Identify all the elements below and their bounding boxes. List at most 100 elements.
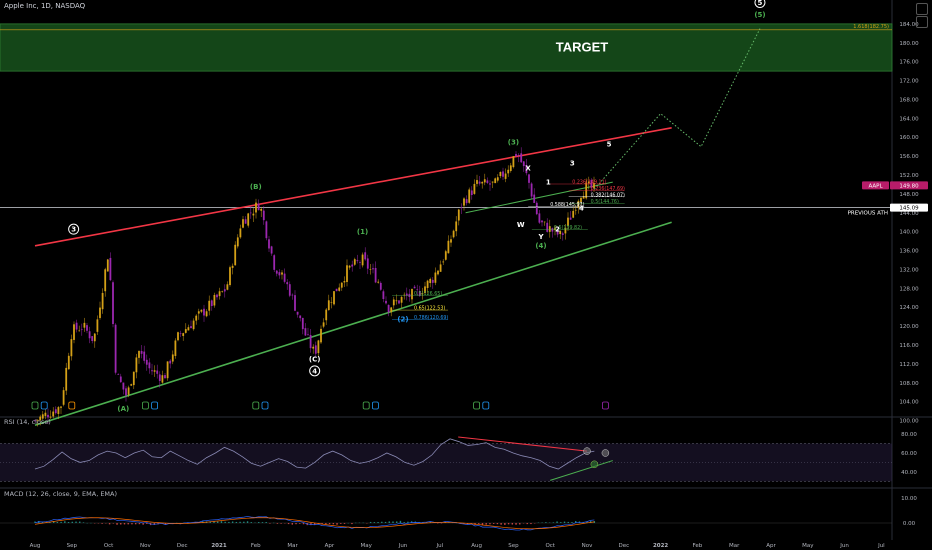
candle-body [213, 294, 216, 306]
macd-histogram-bar [589, 520, 592, 523]
price-tick: 180.00 [899, 41, 919, 47]
macd-histogram-bar [217, 521, 219, 523]
candle-body [70, 339, 73, 357]
settings-icon[interactable] [916, 3, 928, 15]
candle-body [143, 351, 146, 361]
price-tick: 132.00 [899, 267, 919, 273]
candle-body [450, 239, 452, 243]
fib-level-label: 0.236(147.69) [591, 186, 625, 192]
candle-body [93, 333, 96, 342]
candle-body [512, 156, 515, 168]
candle-body [244, 219, 247, 224]
macd-histogram-bar [134, 523, 137, 525]
candle-body [312, 346, 315, 349]
candle-body [125, 388, 127, 396]
candle-body [546, 222, 549, 232]
wave-label: 1 [546, 178, 551, 186]
symbol-tag-label: AAPL [868, 183, 883, 189]
candle-body [418, 291, 421, 297]
candle-body [190, 326, 192, 329]
macd-histogram-bar [127, 523, 129, 525]
candle-body [104, 269, 107, 292]
candle-body [184, 329, 187, 333]
ath-price-label: 145.09 [899, 206, 919, 212]
compare-icon[interactable] [916, 16, 928, 28]
macd-histogram-bar [52, 521, 55, 523]
candle-body [281, 272, 283, 275]
candle-body [49, 416, 52, 418]
candle-body [413, 286, 416, 289]
candle-body [268, 239, 270, 249]
candle-body [140, 351, 143, 354]
candle-body [260, 208, 263, 211]
rsi-resistance-trendline [458, 436, 588, 452]
macd-histogram-bar [507, 523, 510, 525]
candle-body [67, 355, 70, 370]
date-tick: Apr [766, 543, 776, 549]
macd-histogram-bar [261, 522, 264, 523]
wave-label: (A) [117, 405, 129, 413]
date-tick: Feb [251, 543, 261, 549]
macd-histogram-bar [425, 522, 428, 523]
candle-body [78, 330, 81, 332]
macd-histogram-bar [243, 521, 245, 523]
macd-histogram-bar [213, 521, 215, 523]
macd-histogram-bar [332, 523, 335, 525]
candle-body [304, 328, 307, 336]
date-tick: Feb [693, 543, 703, 549]
candle-body [517, 154, 520, 156]
candle-body [569, 217, 572, 220]
candle-body [530, 183, 533, 197]
candle-body [364, 252, 367, 260]
macd-histogram-bar [373, 522, 376, 523]
candle-body [340, 282, 343, 288]
macd-histogram-bar [325, 523, 327, 525]
macd-histogram-bar [530, 523, 532, 525]
price-tick: 148.00 [899, 192, 919, 198]
candle-body [122, 382, 125, 390]
price-tick: 104.00 [899, 400, 919, 406]
event-marker [261, 401, 269, 410]
candle-body [564, 227, 567, 234]
macd-histogram-bar [116, 523, 118, 525]
macd-histogram-bar [258, 522, 260, 523]
macd-histogram-bar [287, 523, 290, 525]
macd-histogram-bar [496, 523, 499, 525]
candle-body [145, 359, 148, 365]
candle-body [444, 251, 447, 260]
price-tick: 140.00 [899, 230, 919, 236]
date-tick: Jun [839, 543, 849, 549]
date-tick: Jun [398, 543, 408, 549]
candle-body [463, 198, 465, 206]
candle-body [587, 181, 590, 184]
date-tick: May [361, 543, 373, 549]
candle-body [502, 171, 504, 177]
date-tick: Aug [30, 543, 41, 549]
fib-level-label: 0.5(144.76) [591, 199, 619, 205]
candle-body [80, 329, 83, 330]
candle-body [210, 300, 213, 307]
candle-body [377, 281, 380, 283]
candle-body [288, 284, 291, 296]
candle-body [75, 322, 78, 330]
macd-histogram-bar [246, 521, 249, 523]
candle-body [509, 165, 512, 171]
candle-body [221, 291, 224, 292]
date-tick: Nov [582, 543, 593, 549]
candle-body [372, 268, 374, 270]
macd-histogram-bar [377, 522, 379, 523]
candle-body [54, 409, 57, 414]
candle-body [398, 300, 400, 304]
candle-body [476, 180, 478, 184]
macd-histogram-bar [369, 521, 372, 523]
macd-tick: 0.00 [903, 521, 916, 527]
candle-body [434, 272, 437, 283]
date-tick: 2021 [211, 543, 226, 549]
macd-histogram-bar [295, 523, 297, 525]
candle-body [369, 269, 372, 270]
macd-histogram-bar [138, 523, 141, 525]
candle-body [403, 294, 406, 296]
wave-label: 2 [555, 226, 560, 234]
candle-body [101, 292, 104, 310]
